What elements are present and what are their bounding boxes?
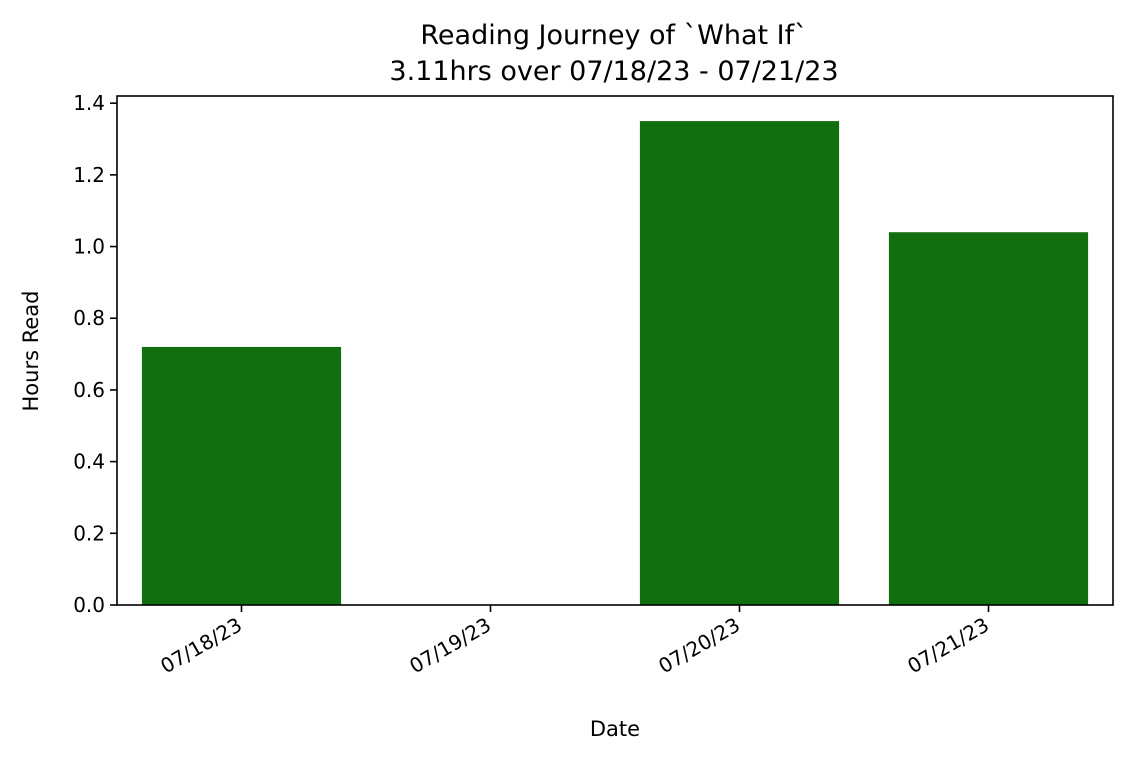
y-tick-label: 0.6 <box>73 378 105 402</box>
y-tick-label: 1.2 <box>73 163 105 187</box>
y-tick-label: 0.8 <box>73 306 105 330</box>
bar-07-21-23 <box>888 232 1089 605</box>
y-tick-label: 0.0 <box>73 593 105 617</box>
x-tick-label: 07/18/23 <box>156 613 246 679</box>
y-axis-label: Hours Read <box>19 291 43 412</box>
bar-07-18-23 <box>141 346 342 605</box>
plot-frame <box>116 95 1114 606</box>
x-tick-label: 07/20/23 <box>654 613 744 679</box>
chart-subtitle: 3.11hrs over 07/18/23 - 07/21/23 <box>389 56 838 87</box>
chart-title: Reading Journey of `What If` <box>420 20 807 51</box>
bar-07-20-23 <box>639 121 840 605</box>
x-tick-label: 07/21/23 <box>903 613 993 679</box>
y-tick-label: 1.0 <box>73 235 105 259</box>
y-axis: 0.0 0.2 0.4 0.6 0.8 1.0 1.2 1.4 <box>73 91 117 617</box>
x-axis: 07/18/23 07/19/23 07/20/23 07/21/23 <box>156 605 993 678</box>
y-tick-label: 0.4 <box>73 450 105 474</box>
y-tick-label: 1.4 <box>73 91 105 115</box>
y-tick-label: 0.2 <box>73 521 105 545</box>
bars-layer <box>141 121 1089 605</box>
x-axis-label: Date <box>590 717 640 741</box>
x-tick-label: 07/19/23 <box>405 613 495 679</box>
